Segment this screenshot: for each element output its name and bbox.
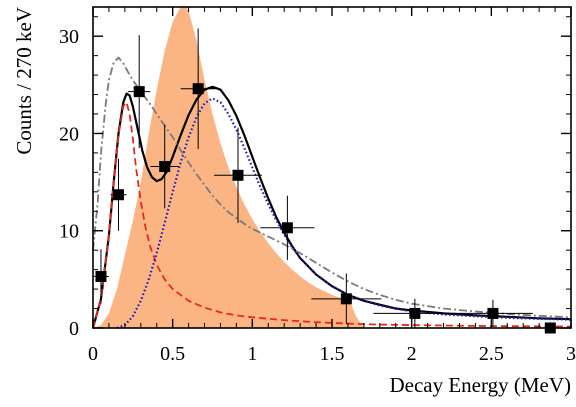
y-tick-label: 20 [59, 123, 79, 145]
x-tick-label: 0 [88, 343, 98, 365]
y-tick-label: 30 [59, 26, 79, 48]
data-point [453, 299, 533, 328]
dotted-component-line [116, 97, 572, 330]
data-point-marker [112, 189, 124, 201]
x-tick-label: 1 [247, 343, 257, 365]
dashdot-curve-line [92, 56, 572, 319]
dashed-component-line [92, 101, 572, 329]
data-point-marker [487, 307, 499, 319]
data-point [373, 298, 457, 328]
x-tick-label: 2.5 [479, 343, 504, 365]
data-point-marker [340, 293, 352, 305]
data-point [93, 249, 109, 304]
data-point [180, 28, 216, 150]
data-point [260, 195, 315, 260]
data-point [311, 273, 382, 325]
data-point [128, 35, 151, 149]
x-tick-label: 1.5 [320, 343, 345, 365]
data-point-marker [133, 86, 145, 98]
data-point-marker [232, 169, 244, 181]
data-point [110, 158, 127, 231]
x-tick-label: 0.5 [160, 343, 185, 365]
data-point-marker [281, 222, 293, 234]
x-tick-label: 2 [407, 343, 417, 365]
data-point-marker [95, 270, 107, 282]
data-point [214, 127, 262, 223]
data-point-marker [159, 161, 171, 173]
x-axis-label: Decay Energy (MeV) [389, 373, 571, 397]
y-tick-label: 10 [59, 221, 79, 243]
y-axis-label: Counts / 270 keV [12, 7, 36, 155]
x-tick-label: 3 [566, 343, 576, 365]
data-point-marker [409, 307, 421, 319]
data-points-layer [93, 28, 556, 334]
series-layer [91, 6, 572, 330]
y-tick-label: 0 [69, 318, 79, 340]
filled-distribution-area [93, 6, 364, 328]
data-point-marker [192, 83, 204, 95]
data-point [150, 124, 180, 209]
